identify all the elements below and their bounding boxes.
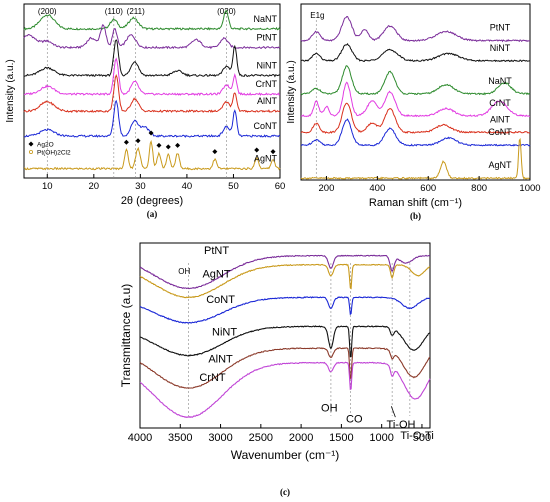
series-line-agnt <box>300 137 531 180</box>
annotation-ti-o-ti: Ti-O-Ti <box>400 430 433 442</box>
legend-entry-ag2o: Ag2O <box>37 142 54 149</box>
panel-c-ftir-chart: PtNT AgNT CoNT NiNT AlNT CrNT OH OH CO Ti-OHTi-O-… <box>119 242 434 497</box>
series-line-nant <box>23 9 281 31</box>
series-line-alnt <box>23 74 281 114</box>
ag2o-marker <box>123 139 129 145</box>
plot-frame <box>300 3 531 181</box>
series-line-alnt <box>300 102 531 134</box>
panel-label-a: (a) <box>147 209 158 219</box>
series-label-ptnt: PtNT <box>490 23 511 33</box>
x-tick-label: 3500 <box>168 432 192 444</box>
series-line-cont <box>139 296 431 324</box>
x-tick-label: 500 <box>413 432 431 444</box>
series-label-cont: CoNT <box>206 294 235 306</box>
y-axis-label: Intensity (a.u.) <box>286 60 297 123</box>
x-tick-label: 60 <box>275 181 286 192</box>
x-tick-label: 3000 <box>208 432 232 444</box>
annotation-oh: OH <box>321 403 338 415</box>
ag2o-marker <box>175 142 181 148</box>
series-line-ptnt <box>139 254 431 290</box>
series-label-alnt: AlNT <box>490 114 511 124</box>
x-tick-label: 200 <box>319 183 335 194</box>
panel-b-raman-chart: E1g PtNT NiNT NaNT CrNT AlNT CoNT AgNT 200 400 600… <box>286 3 541 221</box>
series-label-nint: NiNT <box>212 327 237 339</box>
series-line-nint <box>300 43 531 63</box>
ag2o-marker <box>212 149 218 155</box>
series-label-crnt: CrNT <box>489 98 511 108</box>
x-tick-label: 10 <box>42 181 53 192</box>
series-line-cont <box>301 118 531 147</box>
annotation-oh: OH <box>178 267 190 276</box>
series-label-alnt: AlNT <box>257 96 278 106</box>
ag2o-marker <box>148 130 154 136</box>
x-tick-label: 1500 <box>329 432 353 444</box>
panel-label-b: (b) <box>410 211 421 221</box>
series-label-cont: CoNT <box>488 127 512 137</box>
x-tick-label: 1000 <box>369 432 393 444</box>
annotation-co: CO <box>346 414 363 426</box>
series-label-cont: CoNT <box>253 121 277 131</box>
series-line-alnt <box>139 347 431 389</box>
panel-label-c: (c) <box>280 487 290 497</box>
series-label-nant: NaNT <box>488 76 512 86</box>
series-line-nant <box>300 65 531 96</box>
series-line-crnt <box>300 81 531 118</box>
plot-frame <box>23 3 281 179</box>
series-label-nint: NiNT <box>257 60 278 70</box>
peak-label-211: (211) <box>127 7 145 16</box>
series-label-agnt: AgNT <box>254 154 278 164</box>
x-tick-label: 4000 <box>128 432 152 444</box>
panel-a-xrd-chart: (200) (110) (211) (020)NaNTPtNTNiNTCrNTAlNT… <box>5 3 286 219</box>
ag2o-marker <box>135 138 141 144</box>
series-label-nint: NiNT <box>490 43 511 53</box>
ag2o-marker <box>165 144 171 150</box>
x-tick-label: 40 <box>182 181 193 192</box>
x-axis-label: Wavenumber (cm⁻¹) <box>231 448 340 462</box>
ag2o-marker <box>254 147 260 153</box>
series-label-crnt: CrNT <box>256 79 278 89</box>
y-axis-label: Intensity (a.u.) <box>5 59 16 122</box>
legend-marker-pt <box>28 149 33 154</box>
peak-label-200: (200) <box>38 7 57 16</box>
x-tick-label: 2000 <box>289 432 313 444</box>
series-label-ptnt: PtNT <box>256 33 277 43</box>
x-tick-label: 2500 <box>249 432 273 444</box>
annotation-ti-oh: Ti-OH <box>387 419 416 431</box>
legend-marker-ag2o <box>28 141 34 147</box>
peak-label-110: (110) <box>105 7 123 16</box>
series-label-crnt: CrNT <box>199 372 226 384</box>
ag2o-marker <box>156 142 162 148</box>
x-tick-label: 50 <box>228 181 239 192</box>
x-tick-label: 600 <box>420 183 436 194</box>
annotation-e1g: E1g <box>310 11 324 20</box>
series-label-agnt: AgNT <box>488 160 512 170</box>
ag2o-marker <box>270 149 276 155</box>
series-line-crnt <box>23 57 281 97</box>
x-tick-label: 400 <box>369 183 385 194</box>
legend-entry-pt: Pt(OH)2Cl2 <box>37 150 71 157</box>
x-tick-label: 800 <box>471 183 487 194</box>
series-line-ptnt <box>23 24 281 50</box>
series-line-ptnt <box>300 15 531 43</box>
x-tick-label: 30 <box>135 181 146 192</box>
plot-frame <box>139 242 431 429</box>
series-label-nant: NaNT <box>253 14 277 24</box>
series-line-agnt <box>139 263 431 299</box>
series-line-nint <box>23 39 281 78</box>
x-axis-label: 2θ (degrees) <box>121 195 183 207</box>
x-tick-label: 1000 <box>519 183 540 194</box>
x-tick-label: 20 <box>89 181 100 192</box>
annotation-arrow <box>390 406 396 418</box>
y-axis-label: Transmittance (a.u) <box>119 284 133 388</box>
series-line-agnt <box>23 139 281 171</box>
series-label-alnt: AlNT <box>208 354 233 366</box>
series-label-ptnt: PtNT <box>204 245 229 257</box>
series-line-nint <box>139 325 431 358</box>
series-label-agnt: AgNT <box>202 268 230 280</box>
series-line-crnt <box>139 361 431 419</box>
x-axis-label: Raman shift (cm⁻¹) <box>369 197 462 209</box>
